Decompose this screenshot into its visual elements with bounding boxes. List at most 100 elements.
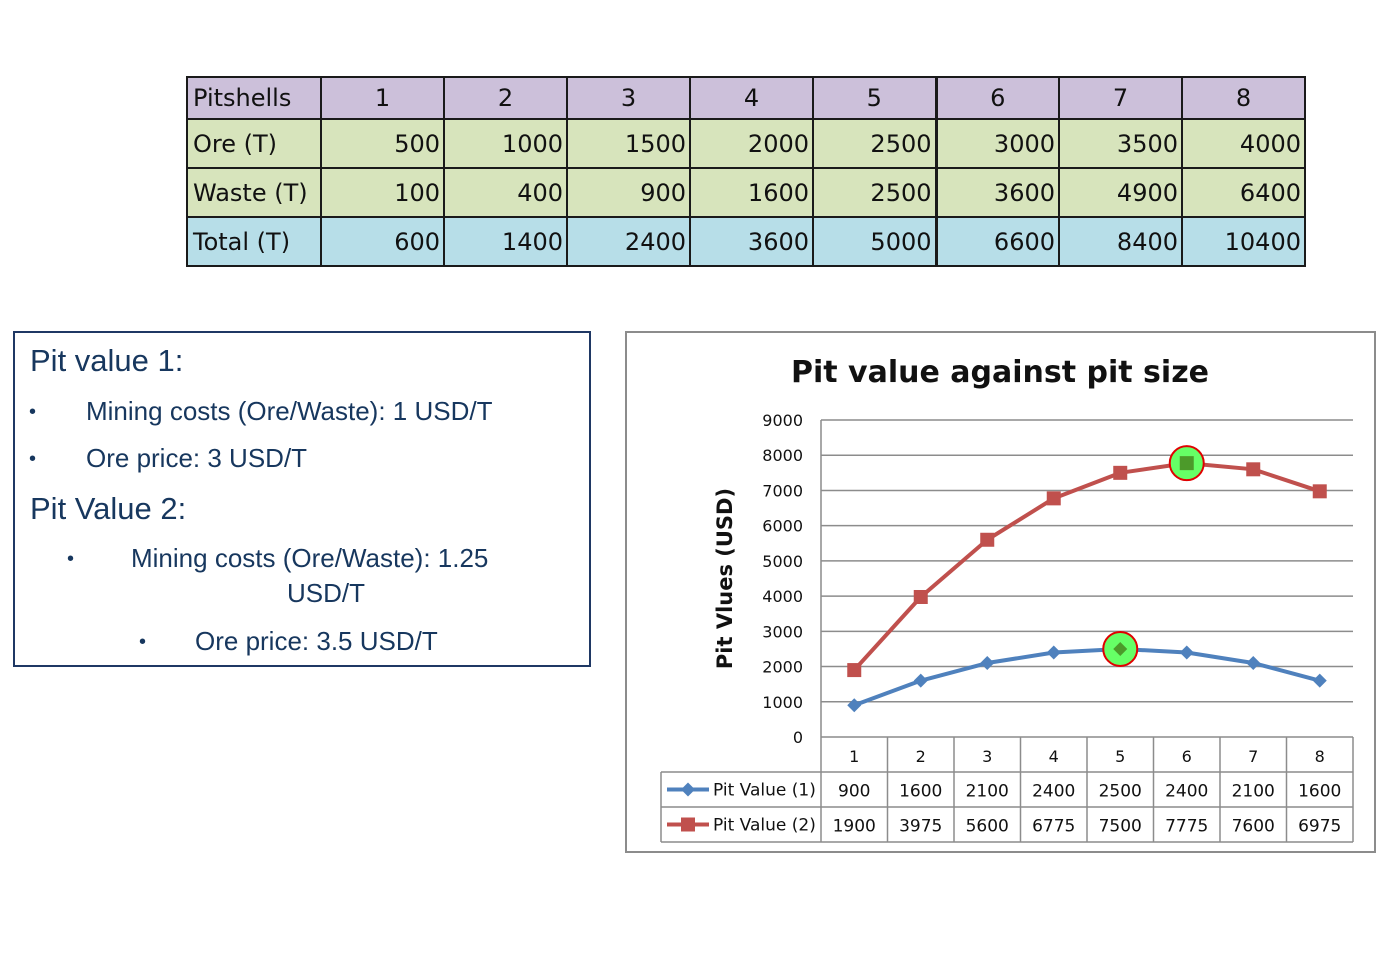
- row-label: Total (T): [186, 216, 322, 267]
- table-column-header: 3: [566, 76, 691, 120]
- table-cell: 4000: [1181, 118, 1306, 169]
- pit-value-2-mining-costs: Mining costs (Ore/Waste): 1.25: [131, 543, 489, 573]
- y-tick-label: 2000: [762, 658, 803, 677]
- y-tick-label: 6000: [762, 517, 803, 536]
- data-point: [1113, 641, 1128, 656]
- data-point: [1046, 491, 1061, 506]
- table-cell: 3500: [1058, 118, 1183, 169]
- table-cell: 2000: [689, 118, 814, 169]
- table-cell: 8400: [1058, 216, 1183, 267]
- bullet: •: [67, 548, 75, 570]
- data-table-cell: 1600: [899, 782, 942, 802]
- pit-value-1-ore-price: Ore price: 3 USD/T: [86, 443, 308, 473]
- data-table-cell: 2100: [1232, 782, 1275, 802]
- table-cell: 3600: [934, 167, 1060, 218]
- table-cell: 3600: [689, 216, 814, 267]
- data-table-cell: 3975: [899, 817, 942, 837]
- table-cell: 2400: [566, 216, 691, 267]
- data-table-cell: 900: [838, 782, 870, 802]
- table-cell: 1500: [566, 118, 691, 169]
- data-point: [1246, 462, 1261, 477]
- y-axis-label: Pit Vlues (USD): [713, 488, 737, 669]
- table-row-total: Total (T) 600 1400 2400 3600 5000 6600 8…: [186, 216, 1306, 267]
- y-tick-label: 7000: [762, 481, 803, 500]
- y-tick-label: 9000: [762, 411, 803, 430]
- table-cell: 6600: [934, 216, 1060, 267]
- x-tick-label: 7: [1248, 747, 1258, 766]
- legend-marker: [681, 817, 695, 832]
- x-tick-label: 3: [982, 747, 992, 766]
- pit-value-1-mining-costs: Mining costs (Ore/Waste): 1 USD/T: [86, 396, 493, 426]
- row-label: Waste (T): [186, 167, 322, 218]
- y-tick-label: 5000: [762, 552, 803, 571]
- table-column-header: 4: [689, 76, 814, 120]
- table-column-header: 6: [934, 76, 1060, 120]
- pitshell-table: Pitshells 1 2 3 4 5 6 7 8 Ore (T) 500 10…: [186, 76, 1306, 267]
- chart-canvas: Pit value against pit size 0 1000 2000 3000 4…: [660, 355, 1354, 843]
- table-column-header: 5: [812, 76, 937, 120]
- y-tick-label: 1000: [762, 693, 803, 712]
- y-tick-label: 3000: [762, 622, 803, 641]
- table-column-header: 7: [1058, 76, 1183, 120]
- table-cell: 3000: [934, 118, 1060, 169]
- data-table-cell: 2400: [1032, 782, 1075, 802]
- data-point: [1113, 465, 1128, 480]
- data-point: [980, 532, 995, 547]
- table-cell: 900: [566, 167, 691, 218]
- table-column-header: 8: [1181, 76, 1306, 120]
- parameters-box: Pit value 1: • Mining costs (Ore/Waste):…: [13, 331, 591, 667]
- data-point: [980, 656, 995, 671]
- data-table-cell: 7600: [1232, 817, 1275, 837]
- data-table-cell: 7500: [1099, 817, 1142, 837]
- bullet: •: [29, 448, 37, 470]
- bullet: •: [139, 631, 147, 653]
- data-point: [1046, 645, 1061, 660]
- table-cell: 2500: [812, 118, 937, 169]
- table-column-header: 1: [320, 76, 445, 120]
- x-tick-label: 6: [1182, 747, 1192, 766]
- chart-title: Pit value against pit size: [791, 355, 1209, 390]
- table-cell: 10400: [1181, 216, 1306, 267]
- bullet: •: [29, 401, 37, 423]
- data-point: [913, 589, 928, 604]
- data-table-cell: 5600: [966, 817, 1009, 837]
- pit-value-2-mining-costs-unit: USD/T: [287, 578, 365, 608]
- legend-label: Pit Value (2): [713, 816, 816, 836]
- data-table-cell: 6775: [1032, 817, 1075, 837]
- data-table-cell: 2500: [1099, 782, 1142, 802]
- table-cell: 100: [320, 167, 445, 218]
- data-point: [1312, 673, 1327, 688]
- row-label: Ore (T): [186, 118, 322, 169]
- x-tick-label: 1: [849, 747, 859, 766]
- data-table-cell: 1600: [1298, 782, 1341, 802]
- pit-value-1-heading: Pit value 1:: [30, 343, 184, 378]
- table-cell: 1600: [689, 167, 814, 218]
- table-cell: 1400: [443, 216, 568, 267]
- data-point: [913, 673, 928, 688]
- x-tick-label: 4: [1049, 747, 1059, 766]
- table-cell: 500: [320, 118, 445, 169]
- y-tick-label: 0: [793, 728, 803, 747]
- pit-value-chart: Pit value against pit size 0 1000 2000 3000 4…: [625, 331, 1376, 853]
- legend-label: Pit Value (1): [713, 781, 816, 801]
- x-tick-label: 8: [1315, 747, 1325, 766]
- table-cell: 600: [320, 216, 445, 267]
- data-point: [847, 698, 862, 713]
- table-cell: 4900: [1058, 167, 1183, 218]
- data-table-cell: 6975: [1298, 817, 1341, 837]
- data-table-cell: 2400: [1165, 782, 1208, 802]
- table-header-label: Pitshells: [186, 76, 322, 120]
- data-point: [847, 663, 862, 678]
- data-point: [1246, 656, 1261, 671]
- table-row-waste: Waste (T) 100 400 900 1600 2500 3600 490…: [186, 167, 1306, 218]
- table-header-row: Pitshells 1 2 3 4 5 6 7 8: [186, 76, 1306, 120]
- x-tick-label: 5: [1115, 747, 1125, 766]
- data-table-cell: 2100: [966, 782, 1009, 802]
- pit-value-2-ore-price: Ore price: 3.5 USD/T: [195, 626, 438, 656]
- table-cell: 6400: [1181, 167, 1306, 218]
- data-point: [1312, 484, 1327, 499]
- data-table-cell: 1900: [833, 817, 876, 837]
- x-tick-label: 2: [916, 747, 926, 766]
- table-row-ore: Ore (T) 500 1000 1500 2000 2500 3000 350…: [186, 118, 1306, 169]
- data-table-cell: 7775: [1165, 817, 1208, 837]
